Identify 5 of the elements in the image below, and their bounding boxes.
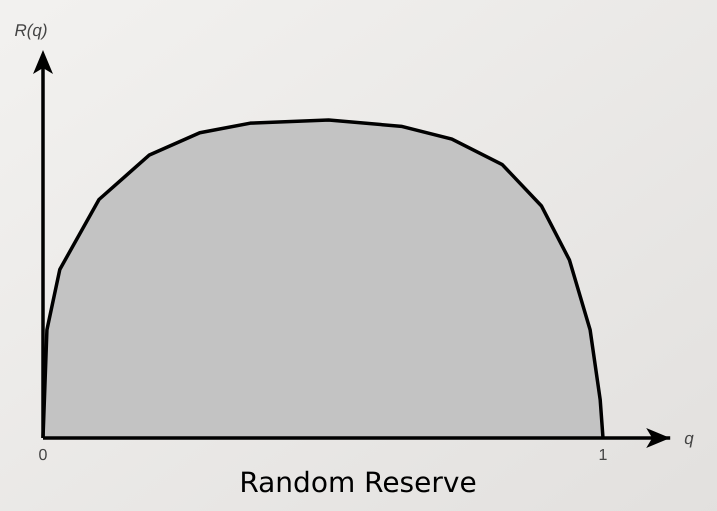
x-tick-label: 0: [38, 447, 48, 464]
x-axis-title: q: [684, 429, 694, 448]
text: Random Reserve: [239, 466, 477, 499]
y-axis-title: R(q): [14, 21, 48, 40]
x-tick-label: 1: [598, 447, 608, 464]
